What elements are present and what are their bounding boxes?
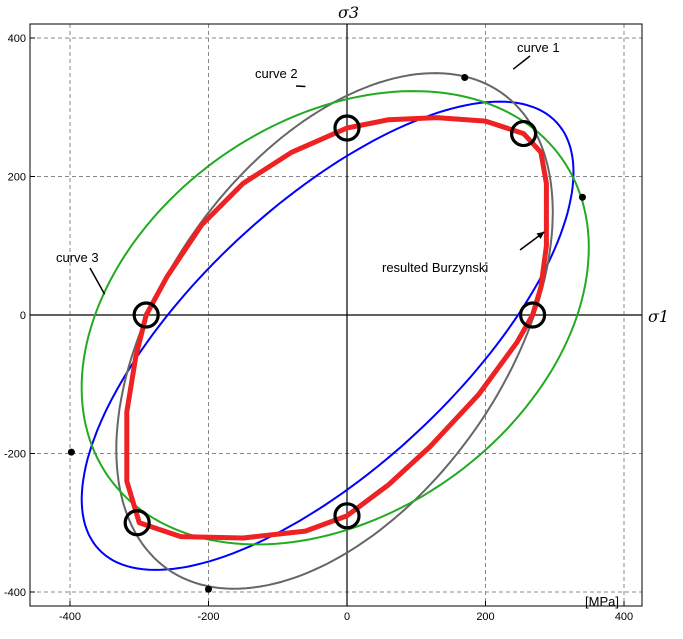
annotation-leader [512,55,531,70]
x-tick-label: 0 [344,611,350,623]
x-tick-label: 200 [476,611,494,623]
data-point-circle [333,114,361,142]
y-tick-label: -400 [4,587,26,599]
x-tick-label: -200 [197,611,219,623]
data-point-circle [518,301,547,329]
annotation-label: curve 2 [255,66,298,81]
intersection-dot [205,585,212,593]
unit-label: [MPa] [585,594,619,609]
x-axis-label: σ1 [648,307,669,326]
curves [80,72,590,590]
series-line-2 [80,90,590,546]
annotation-arrowhead [536,231,545,239]
data-point-circle [509,119,538,148]
data-point-circle [333,502,361,530]
series-line-3 [124,115,549,541]
y-tick-label: 200 [8,172,26,184]
markers [67,73,586,593]
intersection-dot [67,448,75,456]
annotation-label: curve 3 [56,250,99,265]
annotation-label: resulted Burzynski [382,260,488,275]
y-tick-label: 0 [20,310,26,322]
data-point-circle [132,301,160,329]
annotation-leader [89,267,106,295]
intersection-dot [461,73,469,81]
tick-labels: -400 -200 0 200 400 -400 -200 0 200 400 [4,33,633,623]
annotation-label: curve 1 [517,40,560,55]
y-axis-label: σ3 [338,3,359,22]
intersection-dot [578,193,586,201]
x-tick-label: -400 [59,611,81,623]
y-tick-label: 400 [8,33,26,45]
series-line-0 [80,100,575,571]
x-tick-label: 400 [615,611,633,623]
annotations: curve 1 curve 2 curve 3 resulted Burzynski [56,40,560,295]
y-tick-label: -200 [4,449,26,461]
data-point-circle [123,509,151,537]
